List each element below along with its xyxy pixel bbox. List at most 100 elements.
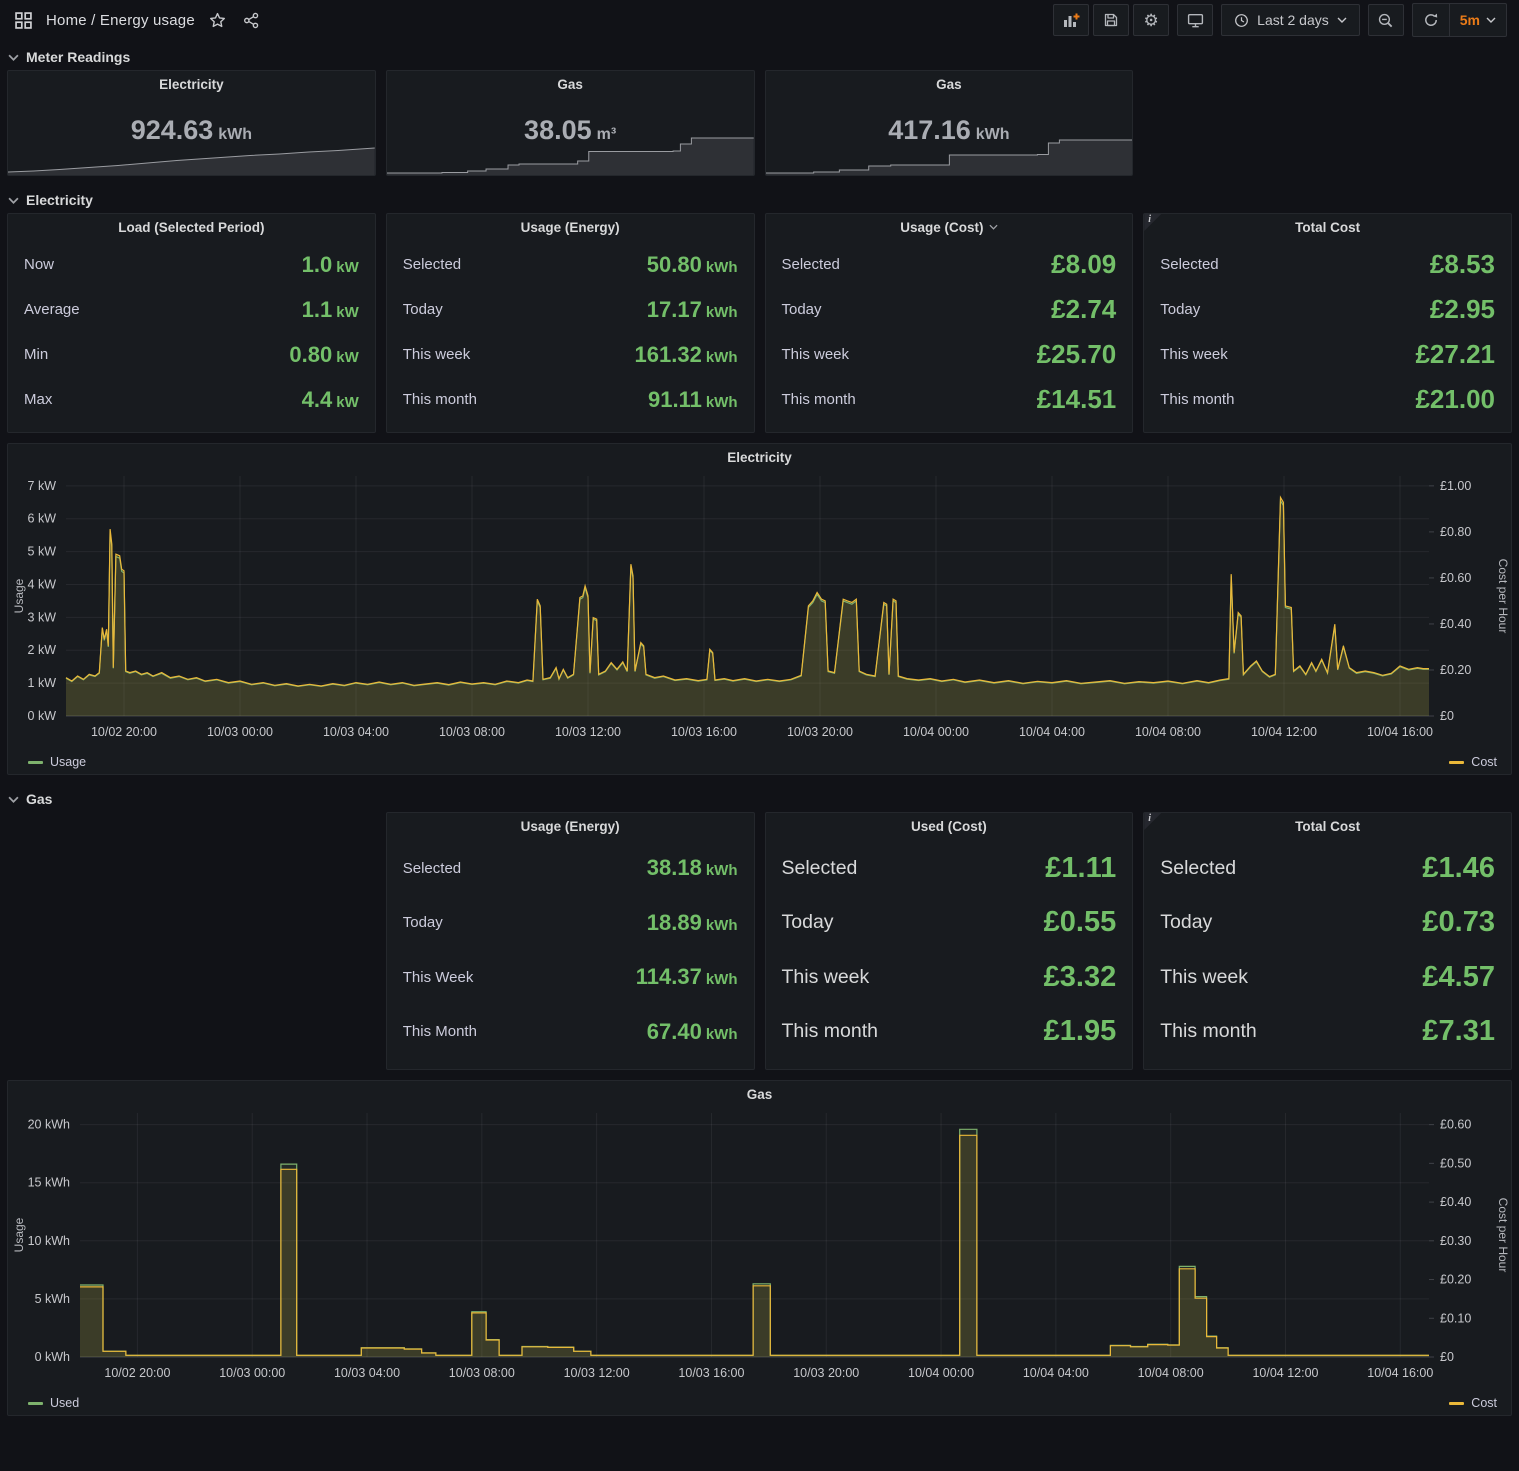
gas-time-series[interactable]: 10/02 20:00 10/03 00:00 10/03 04:00 10/03 0… — [10, 1105, 1509, 1389]
panel-title[interactable]: Gas — [746, 1086, 773, 1102]
refresh-button[interactable] — [1413, 4, 1449, 36]
x-axis-tick-label: 10/04 08:00 — [1138, 1366, 1204, 1380]
breadcrumb[interactable]: Home / Energy usage — [46, 11, 195, 29]
meter-panel-electricity: Electricity 924.63 kWh — [7, 70, 376, 176]
y2-axis-tick-label: £0 — [1440, 1350, 1454, 1364]
usage-area — [66, 500, 1429, 716]
sparkline — [8, 147, 375, 175]
stat-label: Selected — [1160, 856, 1237, 879]
zoom-out-button[interactable] — [1367, 4, 1404, 36]
legend-item-used[interactable]: Used — [28, 1396, 79, 1410]
y-axis-tick-label: 0 kWh — [35, 1350, 70, 1364]
stat-row: This month 91.11 kWh — [403, 387, 738, 413]
electricity-time-series[interactable]: 10/02 20:00 10/03 00:00 10/03 04:00 10/03 0… — [10, 468, 1509, 748]
panel-title[interactable]: Gas — [557, 76, 583, 92]
chart-legend: Used Cost — [28, 1396, 1497, 1410]
share-icon[interactable] — [241, 9, 263, 31]
usage-area — [80, 1129, 1429, 1357]
sparkline-area — [8, 148, 375, 175]
y2-axis-tick-label: £0.10 — [1440, 1311, 1471, 1325]
y-axis-tick-label: 15 kWh — [28, 1176, 70, 1190]
stat-label: Selected — [781, 256, 840, 273]
x-axis-tick-label: 10/04 16:00 — [1367, 1366, 1433, 1380]
panel-title[interactable]: Load (Selected Period) — [118, 219, 265, 235]
stat-row: This week £3.32 — [782, 961, 1117, 994]
y-axis-tick-label: 10 kWh — [28, 1234, 70, 1248]
panel-usage-cost-electricity: Usage (Cost) Selected £8.09 Today £2.74 This… — [764, 213, 1134, 433]
legend-item-cost[interactable]: Cost — [1449, 755, 1497, 769]
stat-value: £14.51 — [1036, 384, 1117, 414]
panel-title[interactable]: Used (Cost) — [910, 818, 987, 834]
refresh-interval-dropdown[interactable]: 5m — [1448, 4, 1506, 36]
x-axis-tick-label: 10/03 00:00 — [207, 725, 273, 739]
time-range-picker[interactable]: Last 2 days — [1221, 4, 1360, 36]
stat-row: This week £27.21 — [1160, 339, 1495, 370]
y2-axis-tick-label: £0.20 — [1440, 1273, 1471, 1287]
stat-row: This week £25.70 — [782, 339, 1117, 370]
y2-axis-tick-label: £0.40 — [1440, 617, 1471, 631]
legend-item-cost[interactable]: Cost — [1449, 1396, 1497, 1410]
y2-axis-tick-label: £0.80 — [1440, 525, 1471, 539]
x-axis-tick-label: 10/04 08:00 — [1135, 725, 1201, 739]
stat-label: Today — [402, 914, 443, 932]
y2-axis-tick-label: £0.50 — [1440, 1156, 1471, 1170]
y-axis-tick-label: 6 kW — [28, 512, 57, 526]
stat-value: £0.55 — [1043, 906, 1117, 939]
panel-title[interactable]: Usage (Cost) — [766, 214, 1133, 240]
section-header-gas[interactable]: Gas — [0, 784, 1519, 812]
stat-label: Selected — [1160, 256, 1219, 273]
dashboards-grid-icon[interactable] — [12, 9, 34, 31]
x-axis-tick-label: 10/04 12:00 — [1252, 1366, 1318, 1380]
chevron-down-icon — [1337, 17, 1347, 23]
refresh-icon — [1424, 13, 1437, 26]
sparkline — [765, 139, 1133, 175]
stat-value: £4.57 — [1422, 960, 1495, 993]
cost-area — [80, 1135, 1429, 1357]
stat-row: Selected £8.09 — [782, 249, 1117, 280]
panel-title[interactable]: Total Cost — [1295, 219, 1361, 235]
stat-label: Selected — [781, 856, 858, 879]
panel-title[interactable]: Electricity — [727, 449, 792, 465]
stat-row: This Month 67.40 kWh — [403, 1019, 738, 1045]
x-axis-tick-label: 10/03 12:00 — [555, 725, 621, 739]
sparkline-line — [8, 147, 375, 173]
panel-title[interactable]: Usage (Energy) — [520, 818, 620, 834]
panel-title[interactable]: Usage (Energy) — [520, 219, 620, 235]
usage-line[interactable] — [65, 498, 1429, 688]
stat-label: Today — [1160, 301, 1201, 318]
chevron-down-icon — [8, 197, 19, 204]
panel-menu-caret-icon[interactable] — [988, 224, 998, 230]
top-nav: Home / Energy usage — [0, 0, 1519, 40]
x-axis-tick-label: 10/02 20:00 — [104, 1366, 170, 1380]
x-axis-tick-label: 10/03 04:00 — [334, 1366, 400, 1380]
chevron-down-icon — [1486, 17, 1496, 23]
y-axis-tick-label: 4 kW — [28, 577, 57, 591]
stat-row: Selected 50.80 kWh — [403, 252, 738, 278]
cost-line[interactable] — [65, 495, 1429, 687]
stat-value: £2.95 — [1429, 294, 1495, 324]
stat-label: This week — [1160, 346, 1228, 363]
dashboard-settings-button[interactable]: ⚙ — [1133, 4, 1170, 36]
legend-usage-swatch — [28, 760, 43, 764]
add-panel-button[interactable] — [1053, 4, 1090, 36]
stat-label: This Week — [402, 968, 474, 986]
panel-title[interactable]: Total Cost — [1295, 818, 1361, 834]
cycle-view-mode-button[interactable] — [1177, 4, 1214, 36]
meter-value: 38.05 m³ — [524, 115, 617, 145]
x-axis-tick-label: 10/03 00:00 — [219, 1366, 285, 1380]
save-dashboard-button[interactable] — [1093, 4, 1130, 36]
legend-item-usage[interactable]: Usage — [28, 755, 86, 769]
panel-title[interactable]: Electricity — [159, 76, 224, 92]
x-axis-tick-label: 10/04 04:00 — [1019, 725, 1085, 739]
x-axis-tick-label: 10/04 12:00 — [1251, 725, 1317, 739]
star-dashboard-icon[interactable] — [207, 9, 229, 31]
stat-value: 1.0 kW — [301, 251, 359, 277]
chevron-down-icon — [8, 796, 19, 803]
x-axis-tick-label: 10/03 08:00 — [449, 1366, 515, 1380]
section-header-meter-readings[interactable]: Meter Readings — [0, 42, 1519, 70]
cost-line[interactable] — [80, 1134, 1429, 1356]
section-header-electricity[interactable]: Electricity — [0, 185, 1519, 213]
panel-title[interactable]: Gas — [936, 76, 962, 92]
y-axis-tick-label: 20 kWh — [28, 1118, 70, 1132]
y-axis-tick-label: 3 kW — [28, 610, 57, 624]
